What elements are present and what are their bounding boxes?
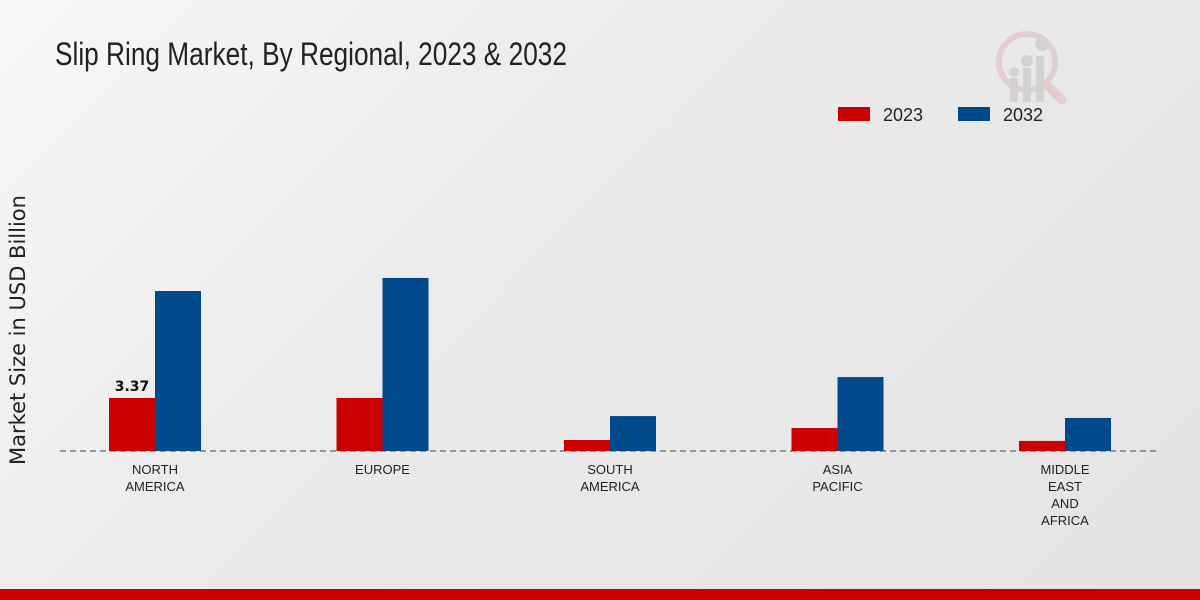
bar-2032-0 [155, 291, 201, 451]
watermark-logo [996, 31, 1067, 105]
chart-title: Slip Ring Market, By Regional, 2023 & 20… [55, 36, 567, 72]
x-tick-label: AMERICA [125, 479, 185, 494]
x-tick-label: PACIFIC [812, 479, 862, 494]
bar-2023-0 [109, 397, 155, 451]
bar-2032-4 [1065, 417, 1111, 451]
x-tick-label: EAST [1048, 479, 1082, 494]
x-tick-label: ASIA [823, 462, 853, 477]
x-tick-label: AMERICA [580, 479, 640, 494]
x-tick-label: AFRICA [1041, 513, 1089, 528]
x-tick-label: MIDDLE [1040, 462, 1089, 477]
legend-label-2032: 2032 [1003, 105, 1043, 125]
legend-swatch-2023 [838, 107, 870, 121]
bar-2023-2 [564, 439, 610, 451]
bar-2032-2 [610, 416, 656, 451]
bar-2032-1 [382, 277, 429, 451]
x-tick-label: AND [1051, 496, 1078, 511]
x-tick-label: EUROPE [355, 462, 410, 477]
bar-2023-4 [1019, 440, 1065, 451]
x-tick-label: NORTH [132, 462, 178, 477]
legend-swatch-2032 [958, 107, 990, 121]
data-label: 3.37 [115, 379, 150, 395]
x-tick-label: SOUTH [587, 462, 633, 477]
bar-2023-3 [791, 428, 838, 451]
bar-2032-3 [837, 377, 884, 451]
bar-2023-1 [336, 397, 383, 451]
legend-label-2023: 2023 [883, 105, 923, 125]
bottom-accent-bar [0, 589, 1200, 600]
